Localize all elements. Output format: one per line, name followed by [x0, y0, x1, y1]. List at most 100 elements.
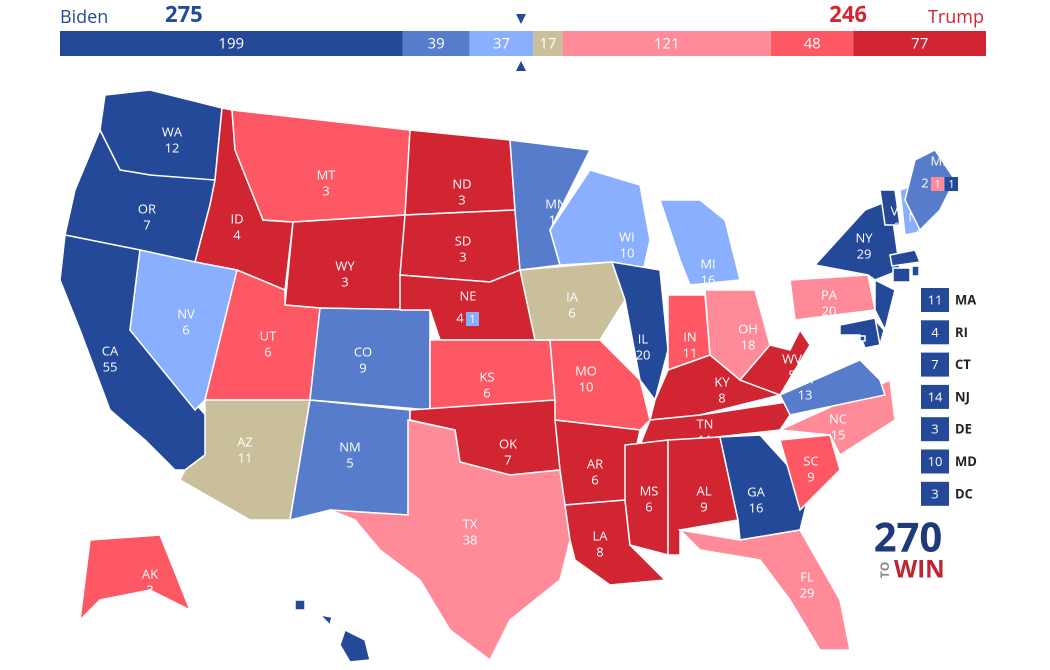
- bar-segment: [770, 31, 854, 56]
- state-shape: [879, 189, 901, 226]
- state-votes: 10: [620, 243, 635, 261]
- state-votes: 4: [318, 651, 326, 669]
- state-votes: 8: [596, 542, 603, 560]
- state-abbr: TX: [463, 514, 478, 532]
- state-abbr: ME: [931, 151, 950, 169]
- state-votes: 38: [463, 530, 478, 548]
- small-state-box: [921, 449, 949, 474]
- state-abbr: OK: [499, 434, 517, 452]
- state-abbr: AZ: [237, 432, 253, 450]
- state-votes: 4: [233, 225, 241, 243]
- midpoint-arrow-top: [516, 14, 526, 24]
- bar-segment: [469, 31, 534, 56]
- state-abbr: GA: [747, 482, 765, 500]
- state-abbr: IA: [566, 287, 579, 305]
- logo-win: WIN: [894, 552, 945, 585]
- state-votes: 13: [798, 385, 813, 403]
- state-shape: [329, 419, 571, 662]
- state-shape: [294, 599, 371, 663]
- state-votes: 3: [894, 217, 901, 235]
- state-abbr: WI: [619, 227, 635, 245]
- state-abbr: NM: [339, 437, 360, 455]
- state-votes: 11: [683, 343, 698, 361]
- state-abbr: NV: [177, 304, 195, 322]
- state-votes: 15: [831, 425, 846, 443]
- state-votes: 4: [456, 308, 464, 326]
- state-abbr: AR: [587, 454, 603, 472]
- state-votes: 5: [788, 365, 795, 383]
- state-abbr: SC: [803, 451, 818, 469]
- state-votes: 9: [359, 358, 366, 376]
- state-abbr: HI: [315, 635, 328, 653]
- state-votes: 6: [182, 320, 189, 338]
- midpoint-arrow-bottom: [516, 61, 526, 71]
- state-votes: 6: [264, 342, 271, 360]
- small-state-votes: 3: [931, 484, 938, 502]
- small-state-abbr: MD: [955, 452, 977, 470]
- state-shape: [839, 317, 881, 349]
- district-box: [945, 177, 958, 191]
- bar-segment-label: 48: [804, 34, 821, 54]
- state-votes: 3: [458, 190, 465, 208]
- state-votes: 6: [568, 303, 575, 321]
- bar-segment: [562, 31, 771, 56]
- small-state-votes: 10: [928, 452, 943, 470]
- state-abbr: TN: [697, 414, 714, 432]
- state-abbr: MO: [575, 361, 597, 379]
- state-votes: 5: [346, 453, 353, 471]
- state-abbr: NE: [459, 286, 476, 304]
- state-votes: 3: [146, 580, 153, 598]
- state-shape: [859, 335, 866, 342]
- small-state-box: [921, 417, 949, 442]
- state-abbr: KY: [714, 372, 730, 390]
- district-votes: 1: [948, 177, 954, 192]
- state-shape: [677, 528, 851, 651]
- right-candidate: Trump: [928, 5, 984, 29]
- small-state-votes: 4: [931, 323, 939, 341]
- state-shape: [78, 534, 192, 623]
- state-votes: 29: [800, 583, 815, 601]
- state-shape: [624, 439, 669, 556]
- state-shape: [738, 328, 811, 396]
- district-box: [931, 177, 944, 191]
- state-abbr: ND: [452, 174, 471, 192]
- state-votes: 55: [103, 357, 118, 375]
- small-state-abbr: MA: [955, 290, 976, 308]
- state-votes: 16: [701, 270, 716, 288]
- state-abbr: OH: [738, 319, 758, 337]
- state-votes: 9: [700, 497, 707, 515]
- small-state-votes: 14: [928, 387, 943, 405]
- district-box: [466, 312, 479, 326]
- state-shape: [778, 359, 886, 416]
- state-abbr: ID: [230, 209, 243, 227]
- bar-segment: [60, 31, 403, 56]
- state-votes: 7: [143, 215, 150, 233]
- state-votes: 10: [579, 377, 594, 395]
- bar-segment-label: 77: [911, 34, 928, 54]
- state-abbr: MT: [317, 165, 337, 183]
- state-votes: 7: [504, 450, 511, 468]
- small-state-abbr: RI: [955, 323, 968, 341]
- state-votes: 18: [741, 335, 756, 353]
- bar-segment-label: 39: [428, 34, 445, 54]
- state-votes: 16: [749, 498, 764, 516]
- small-state-abbr: CT: [955, 355, 971, 373]
- state-abbr: CO: [354, 342, 372, 360]
- state-shape: [911, 265, 920, 277]
- state-abbr: NY: [855, 228, 873, 246]
- state-shape: [874, 278, 896, 333]
- state-abbr: AK: [142, 564, 158, 582]
- bar-segment: [402, 31, 470, 56]
- state-abbr: VA: [797, 369, 814, 387]
- left-candidate: Biden: [60, 5, 108, 29]
- state-abbr: WA: [162, 122, 183, 140]
- bar-segment-label: 199: [218, 34, 244, 54]
- small-state-abbr: DC: [955, 484, 973, 502]
- bar-segment-label: 17: [539, 34, 556, 54]
- vote-bar: 199 39 37 17 121 48 77: [60, 31, 986, 56]
- state-shape: [904, 149, 956, 232]
- map: WA12OR7CA55ID4NV6MT3WY3UT6AZ11CO9NM5ND3S…: [59, 89, 958, 669]
- small-state-abbr: DE: [955, 420, 972, 438]
- state-abbr: SD: [455, 231, 472, 249]
